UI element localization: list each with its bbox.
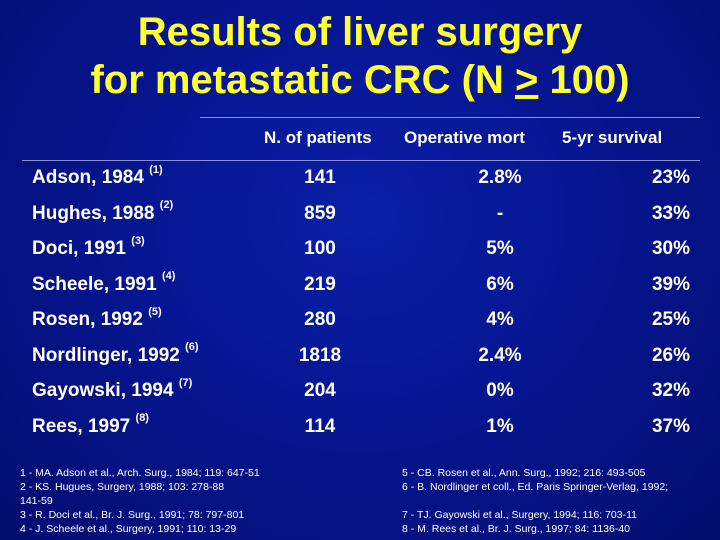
title-line-2-prefix: for metastatic CRC (N (90, 58, 515, 102)
study-name: Rosen, 1992 (5) (32, 305, 162, 331)
study-name: Adson, 1984 (1) (32, 163, 163, 189)
table-row: Adson, 1984 (1) 141 2.8% 23% (0, 163, 720, 203)
table-row: Nordlinger, 1992 (6) 1818 2.4% 26% (0, 342, 720, 381)
header-bottom-rule (22, 160, 700, 161)
patients-cell: 280 (304, 309, 336, 330)
reference-marker: (6) (185, 341, 199, 354)
title-line-1: Results of liver surgery (137, 10, 583, 54)
study-name-text: Gayowski, 1994 (32, 380, 174, 401)
reference-marker: (2) (159, 199, 174, 212)
operative-mort-cell: 5% (486, 238, 514, 259)
operative-mort-cell: 4% (486, 309, 514, 330)
survival-cell: 33% (651, 202, 690, 224)
study-name: Rees, 1997 (8) (32, 413, 149, 438)
patients-cell: 859 (304, 202, 336, 224)
patients-cell: 141 (304, 167, 336, 188)
title-line-2: for metastatic CRC (N > 100) (0, 56, 720, 104)
operative-mort-cell: 0% (486, 380, 514, 401)
reference-item: 8 - M. Rees et al., Br. J. Surg., 1997; … (402, 523, 631, 535)
reference-item: 3 - R. Doci et al., Br. J. Surg., 1991; … (20, 509, 245, 521)
references-left: 1 - MA. Adson et al., Arch. Surg., 1984;… (20, 466, 310, 536)
patients-cell: 1818 (298, 344, 342, 366)
patients-cell: 204 (304, 380, 336, 401)
operative-mort-cell: 2.4% (478, 344, 522, 366)
table-row: Rees, 1997 (8) 114 1% 37% (0, 413, 720, 452)
patients-cell: 100 (304, 238, 336, 259)
reference-item: 4 - J. Scheele et al., Surgery, 1991; 11… (20, 523, 237, 535)
operative-mort-cell: - (496, 202, 504, 224)
reference-marker: (4) (161, 270, 176, 283)
reference-item (402, 494, 712, 508)
study-name-text: Nordlinger, 1992 (32, 344, 180, 366)
reference-marker: (5) (148, 305, 162, 318)
reference-marker: (1) (149, 163, 163, 176)
reference-item: 1 - MA. Adson et al., Arch. Surg., 1984;… (20, 467, 260, 479)
patients-cell: 114 (304, 415, 336, 437)
study-name-text: Rosen, 1992 (32, 309, 143, 330)
survival-cell: 23% (651, 167, 690, 188)
survival-cell: 37% (651, 415, 690, 437)
reference-item: 5 - CB. Rosen et al., Ann. Surg., 1992; … (402, 467, 646, 479)
operative-mort-cell: 2.8% (478, 167, 522, 188)
survival-cell: 26% (651, 344, 690, 366)
table-row: Scheele, 1991 (4) 219 6% 39% (0, 271, 720, 310)
study-name: Nordlinger, 1992 (6) (32, 342, 199, 367)
table-row: Hughes, 1988 (2) 859 - 33% (0, 200, 720, 239)
reference-item: 141-59 (20, 495, 53, 507)
header-operative-mort: Operative mort (404, 128, 525, 147)
reference-marker: (3) (131, 234, 145, 247)
study-name-text: Scheele, 1991 (32, 273, 157, 295)
study-name: Doci, 1991 (3) (32, 234, 145, 260)
study-name: Gayowski, 1994 (7) (32, 376, 193, 402)
reference-item: 6 - B. Nordlinger et coll., Ed. Paris Sp… (402, 481, 669, 493)
study-name-text: Adson, 1984 (32, 167, 144, 188)
survival-cell: 30% (651, 238, 690, 259)
survival-cell: 32% (651, 380, 690, 401)
operative-mort-cell: 1% (486, 415, 514, 437)
reference-item: 2 - KS. Hugues, Surgery, 1988; 103: 278-… (20, 481, 225, 493)
slide-title: Results of liver surgery for metastatic … (0, 8, 720, 104)
table-row: Doci, 1991 (3) 100 5% 30% (0, 234, 720, 274)
greater-equal-symbol: > (514, 58, 539, 102)
patients-cell: 219 (304, 273, 336, 295)
study-name: Scheele, 1991 (4) (32, 271, 175, 296)
header-top-rule (200, 117, 700, 118)
title-line-2-suffix: 100) (538, 58, 630, 102)
study-name: Hughes, 1988 (2) (32, 200, 173, 225)
study-name-text: Hughes, 1988 (32, 202, 155, 224)
header-5yr-survival: 5-yr survival (562, 128, 663, 147)
reference-marker: (8) (135, 412, 149, 425)
operative-mort-cell: 6% (486, 273, 514, 295)
references-right: 5 - CB. Rosen et al., Ann. Surg., 1992; … (402, 466, 712, 536)
survival-cell: 39% (651, 273, 690, 295)
study-name-text: Doci, 1991 (32, 238, 126, 259)
header-patients: N. of patients (264, 128, 372, 147)
table-row: Gayowski, 1994 (7) 204 0% 32% (0, 376, 720, 416)
table-row: Rosen, 1992 (5) 280 4% 25% (0, 305, 720, 345)
survival-cell: 25% (651, 309, 690, 330)
study-name-text: Rees, 1997 (32, 415, 131, 437)
reference-marker: (7) (178, 376, 193, 389)
reference-item: 7 - TJ. Gayowski et al., Surgery, 1994; … (402, 509, 638, 521)
